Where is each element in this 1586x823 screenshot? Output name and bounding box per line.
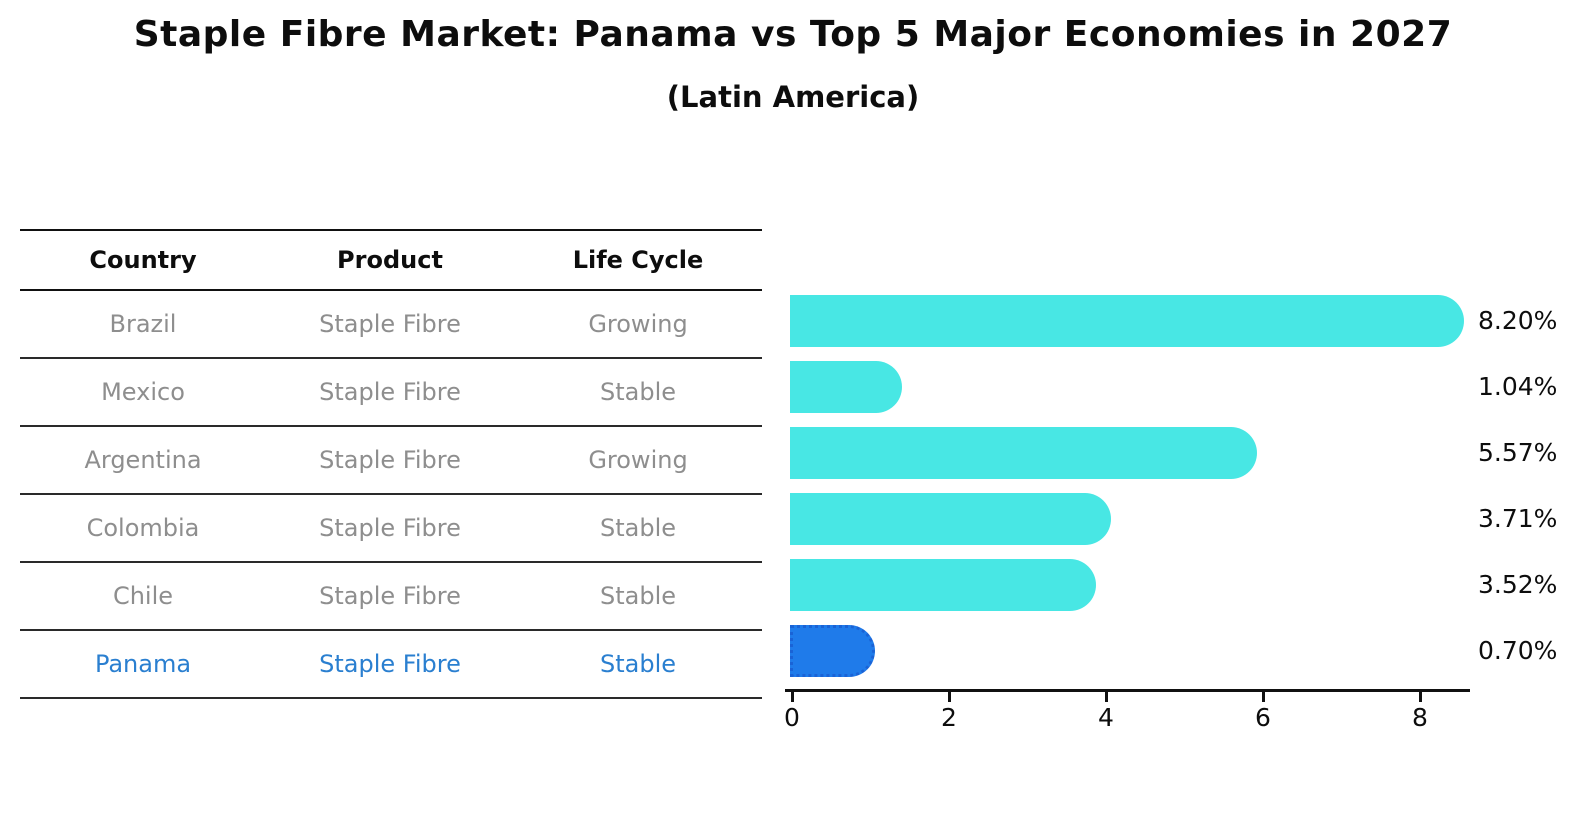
cell-product: Staple Fibre [319,446,461,474]
x-axis-tick-label-8: 8 [1412,703,1428,732]
cell-life-cycle: Growing [588,310,688,338]
value-label-brazil: 8.20% [1478,306,1558,335]
country-table: Country Product Life Cycle Brazil Staple … [20,229,762,699]
cell-life-cycle: Stable [599,514,677,542]
x-axis-tick-6 [1261,692,1265,702]
table-row-argentina: Argentina Staple Fibre Growing [20,427,762,495]
bar-chile [790,559,1096,611]
table-row-chile: Chile Staple Fibre Stable [20,563,762,631]
value-label-colombia: 3.71% [1478,504,1558,533]
bar-panama [790,625,875,677]
x-axis-tick-2 [947,692,951,702]
cell-product: Staple Fibre [319,514,461,542]
cell-country: Panama [94,650,192,678]
x-axis-tick-label-2: 2 [941,703,957,732]
value-label-mexico: 1.04% [1478,372,1558,401]
cell-country: Argentina [84,446,202,474]
cell-country: Chile [112,582,174,610]
table-row-brazil: Brazil Staple Fibre Growing [20,291,762,359]
x-axis-tick-8 [1418,692,1422,702]
bar-argentina [790,427,1257,479]
x-axis-line [785,689,1470,692]
cell-product: Staple Fibre [319,378,461,406]
bar-colombia [790,493,1111,545]
cell-life-cycle: Growing [588,446,688,474]
table-header-life-cycle: Life Cycle [572,246,704,274]
cell-product: Staple Fibre [319,582,461,610]
cell-life-cycle: Stable [599,650,677,678]
table-row-colombia: Colombia Staple Fibre Stable [20,495,762,563]
x-axis-tick-label-6: 6 [1255,703,1271,732]
x-axis-tick-4 [1104,692,1108,702]
cell-country: Mexico [101,378,185,406]
table-header-country: Country [89,246,197,274]
x-axis-tick-label-0: 0 [784,703,800,732]
x-axis-tick-0 [790,692,794,702]
chart-subtitle: (Latin America) [666,80,920,114]
value-label-argentina: 5.57% [1478,438,1558,467]
table-body: Brazil Staple Fibre Growing Mexico Staple Fi… [20,291,762,699]
cell-product: Staple Fibre [319,650,461,678]
x-axis-tick-label-4: 4 [1098,703,1114,732]
cell-life-cycle: Stable [599,582,677,610]
value-label-panama: 0.70% [1478,636,1558,665]
cell-life-cycle: Stable [599,378,677,406]
table-row-mexico: Mexico Staple Fibre Stable [20,359,762,427]
cell-country: Colombia [86,514,200,542]
bar-brazil [790,295,1464,347]
value-label-chile: 3.52% [1478,570,1558,599]
table-header-row: Country Product Life Cycle [20,229,762,291]
cell-country: Brazil [109,310,177,338]
table-header-product: Product [337,246,443,274]
cell-product: Staple Fibre [319,310,461,338]
bar-mexico [790,361,902,413]
chart-title: Staple Fibre Market: Panama vs Top 5 Maj… [133,14,1453,55]
table-row-panama: Panama Staple Fibre Stable [20,631,762,699]
